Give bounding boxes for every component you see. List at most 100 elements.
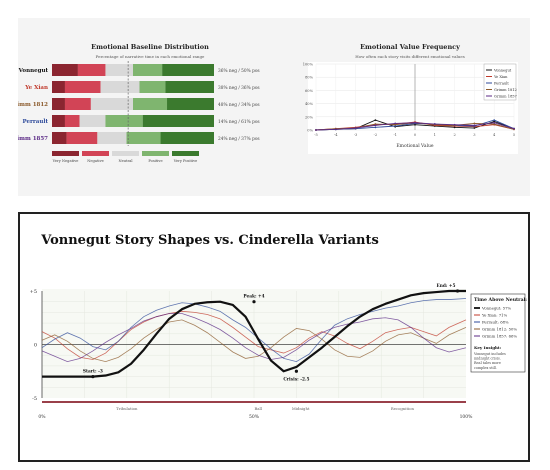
story-shapes-legend: Time Above Neutral: Vonnegut: 57% Ye Xian:… [470, 293, 527, 373]
bar-segment-vonnegut-very-positive [162, 64, 214, 76]
frequency-lines [315, 119, 515, 131]
freq-point-grimm-1857-8 [473, 124, 476, 127]
key-insight-line-0: Vonnegut includes [473, 352, 506, 356]
key-insight-line-1: midnight crisis. [474, 357, 501, 361]
legend-label-very-negative: Very Negative [52, 159, 79, 163]
bar-segment-ye-xian-neutral [100, 81, 140, 93]
freq-point-grimm-1812-8 [473, 122, 476, 125]
shape-legend-label-grimm-1812-50: Grimm 1812: 50% [482, 326, 517, 331]
legend-swatch-negative [82, 151, 109, 156]
bar-row-value-label-perrault: 14% neg / 61% pos [218, 120, 260, 125]
shape-line-perrault-68 [41, 298, 467, 363]
freq-x-tick-4: -1 [393, 133, 397, 137]
freq-point-vonnegut-7 [453, 126, 456, 129]
key-insight-line-3: complex still. [474, 366, 497, 370]
shape-legend-label-perrault-68: Perrault: 68% [482, 319, 509, 324]
freq-point-grimm-1857-3 [374, 124, 377, 127]
freq-point-perrault-9 [493, 119, 496, 121]
bar-segment-grimm-1812-very-positive [167, 98, 214, 110]
legend-label-negative: Negative [87, 159, 103, 163]
bar-segment-perrault-neutral [79, 115, 106, 127]
bar-segment-grimm-1812-neutral [90, 98, 133, 110]
shape-legend-label-vonnegut-57: Vonnegut: 57% [481, 305, 512, 310]
bar-segment-vonnegut-positive [133, 64, 163, 76]
freq-point-perrault-4 [394, 125, 397, 127]
overview-svg: Emotional Baseline Distribution Percenta… [9, 43, 518, 163]
freq-point-vonnegut-9 [493, 120, 496, 123]
bar-category-label-grimm-1857: Grimm 1857 [18, 136, 48, 142]
freq-point-grimm-1857-5 [414, 121, 416, 124]
freq-x-tick-5: 0 [414, 133, 417, 137]
legend-swatch-neutral [112, 151, 139, 156]
freq-y-tick-1: 20% [305, 115, 314, 119]
shape-x-tick-1: 50% [249, 414, 260, 420]
freq-x-tick-3: -2 [374, 133, 378, 137]
baseline-subtitle: Percentage of narrative time in each emo… [96, 54, 205, 59]
key-insight-title: Key Insight: [474, 345, 502, 350]
overview-panel: Emotional Baseline Distribution Percenta… [9, 18, 530, 196]
story-shapes-panel: Vonnegut Story Shapes vs. Cinderella Var… [18, 212, 530, 462]
baseline-chart: Emotional Baseline Distribution Percenta… [9, 43, 260, 163]
bar-segment-grimm-1857-positive [126, 132, 161, 144]
shape-y-tick-0: -5 [32, 396, 37, 402]
annotation-dot-1 [252, 300, 256, 304]
freq-x-tick-9: 4 [493, 133, 496, 137]
legend-swatch-positive [142, 151, 169, 156]
legend-swatch-very-positive [172, 151, 199, 156]
bar-row-value-label-grimm-1857: 24% neg / 37% pos [218, 137, 260, 142]
freq-y-tick-0: 0% [307, 129, 313, 133]
shape-x-tick-2: 100% [460, 414, 474, 420]
bar-segment-ye-xian-very-positive [165, 81, 214, 93]
shape-legend-label-grimm-1857-66: Grimm 1857: 66% [482, 333, 517, 338]
story-shapes-lines [41, 289, 467, 378]
legend-swatch-very-negative [52, 151, 79, 156]
freq-x-tick-0: -5 [314, 133, 318, 137]
shape-y-tick-2: +5 [30, 289, 37, 295]
freq-x-tick-10: 5 [513, 133, 516, 137]
bar-segment-grimm-1857-very-negative [52, 132, 67, 144]
bar-segment-vonnegut-negative [77, 64, 106, 76]
story-shapes-annotations: Start: -3 Peak: +4 Crisis: -2.5 End: +5 [83, 284, 460, 382]
frequency-chart: Emotional Value Frequency How often each… [303, 43, 518, 154]
freq-x-tick-1: -4 [334, 133, 338, 137]
freq-point-vonnegut-8 [473, 127, 476, 129]
freq-point-grimm-1857-7 [453, 123, 456, 126]
bar-category-label-vonnegut: Vonnegut [18, 68, 48, 74]
freq-x-tick-6: 1 [434, 133, 436, 137]
freq-point-grimm-1857-0 [315, 129, 317, 131]
bar-category-label-ye-xian: Ye Xian [24, 85, 48, 91]
annotation-dot-0 [91, 375, 95, 379]
bar-segment-perrault-very-negative [52, 115, 65, 127]
annotation-label-0: Start: -3 [83, 370, 103, 375]
bar-segment-vonnegut-neutral [105, 64, 133, 76]
legend-label-very-positive: Very Positive [173, 159, 197, 163]
shape-section-label-recognition: Recognition [391, 406, 415, 411]
baseline-bars: Vonnegut 36% neg / 50% pos Ye Xian 38% neg … [9, 61, 260, 146]
freq-point-grimm-1857-4 [394, 122, 397, 125]
bar-segment-grimm-1857-very-positive [160, 132, 214, 144]
freq-legend-label-vonnegut: Vonnegut [493, 68, 512, 72]
bar-segment-ye-xian-negative [64, 81, 101, 93]
shape-legend-title: Time Above Neutral: [474, 297, 527, 303]
baseline-legend: Very Negative Negative Neutral Positive Very… [52, 151, 199, 163]
bar-segment-perrault-very-positive [142, 115, 214, 127]
bar-category-label-perrault: Perrault [23, 119, 49, 125]
freq-point-grimm-1857-6 [433, 123, 436, 125]
bar-segment-grimm-1812-negative [64, 98, 91, 110]
bar-category-label-grimm-1812: Grimm 1812 [18, 102, 48, 108]
freq-x-tick-2: -3 [354, 133, 358, 137]
frequency-x-axis-label: Emotional Value [396, 143, 434, 149]
freq-point-grimm-1857-2 [354, 127, 357, 129]
annotation-dot-2 [294, 369, 298, 373]
shape-line-grimm-1857-66 [41, 313, 467, 363]
bar-segment-grimm-1857-negative [66, 132, 98, 144]
freq-point-vonnegut-5 [414, 123, 416, 126]
annotation-label-3: End: +5 [436, 284, 455, 289]
bar-row-value-label-ye-xian: 38% neg / 36% pos [218, 86, 260, 91]
legend-label-positive: Positive [148, 159, 162, 163]
baseline-title: Emotional Baseline Distribution [91, 43, 209, 51]
bar-segment-ye-xian-very-negative [52, 81, 65, 93]
shape-line-grimm-1812-50 [41, 319, 467, 363]
frequency-subtitle: How often each story visits different em… [355, 54, 465, 59]
freq-x-tick-7: 2 [453, 133, 455, 137]
